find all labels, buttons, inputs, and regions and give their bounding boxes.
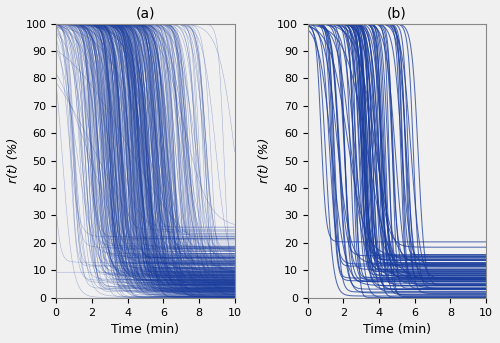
- Title: (b): (b): [387, 7, 406, 21]
- Y-axis label: r(t) (%): r(t) (%): [258, 138, 272, 183]
- Y-axis label: r(t) (%): r(t) (%): [7, 138, 20, 183]
- X-axis label: Time (min): Time (min): [363, 323, 431, 336]
- X-axis label: Time (min): Time (min): [112, 323, 180, 336]
- Title: (a): (a): [136, 7, 155, 21]
